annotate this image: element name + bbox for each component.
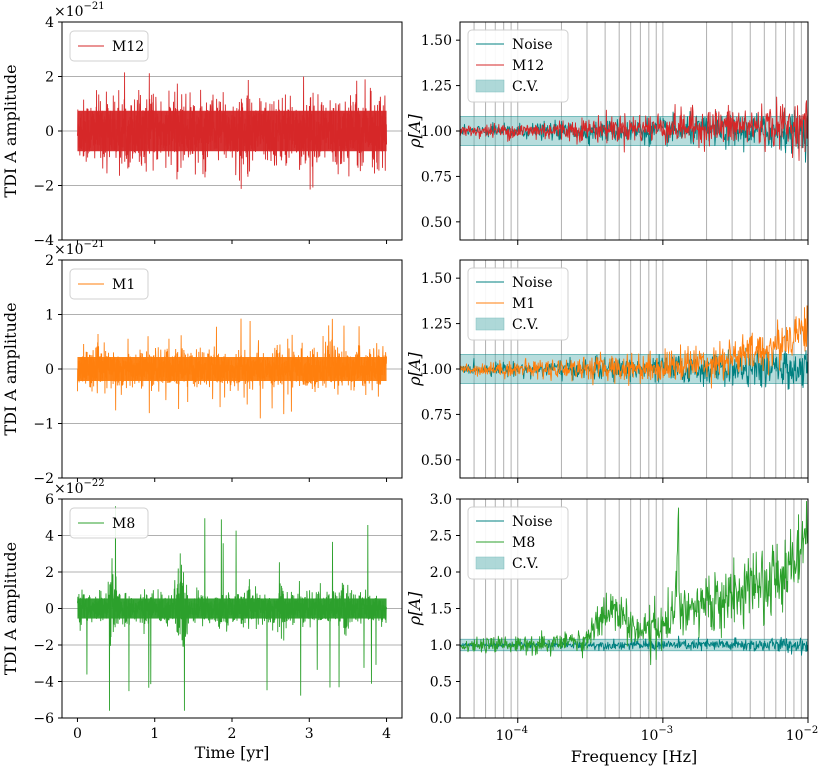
y-tick-label: 0: [45, 124, 54, 140]
x-tick-label: 0: [73, 726, 82, 742]
y-tick-label: 1.00: [421, 362, 452, 378]
y-tick-label: 4: [45, 15, 54, 31]
y-tick-label: 2.0: [430, 565, 452, 581]
y-tick-label: −6: [33, 711, 54, 727]
y-tick-label: 0.50: [421, 453, 452, 469]
panel-time-m1: −2 −1 0 1 2×10−21 TDI A amplitude M1: [1, 239, 403, 487]
y-tick-label: 2: [45, 565, 54, 581]
legend: M12: [69, 30, 149, 62]
y-tick-label: 2: [45, 70, 54, 86]
x-tick-label: 3: [305, 726, 314, 742]
series-core-band: [77, 357, 387, 381]
legend-label-cv: C.V.: [512, 317, 539, 333]
y-tick-label: 2: [45, 253, 54, 269]
y-tick-label: −2: [33, 179, 54, 195]
y-tick-label: 1.00: [421, 124, 452, 140]
y-tick-label: 0.5: [430, 675, 452, 691]
y-tick-label: −4: [33, 233, 54, 249]
panel-time-m8: −6 −4 −2 0 2 4 6 0 1 2 3 4 ×10−22 TDI A amplitude Time…: [1, 478, 403, 762]
legend-label-m12: M12: [512, 58, 544, 74]
y-axis-label: ρ[A]: [405, 591, 424, 626]
legend: M1: [69, 268, 149, 300]
legend: Noise M8 C.V.: [467, 506, 569, 580]
y-axis-label: TDI A amplitude: [1, 542, 20, 675]
y-tick-label: 0.0: [430, 711, 452, 727]
y-tick-label: −4: [33, 675, 54, 691]
y-tick-label: 6: [45, 492, 54, 508]
x-axis-label: Time [yr]: [195, 743, 270, 762]
legend: M8: [69, 507, 149, 539]
series-m8: [459, 500, 809, 666]
y-tick-label: 0.50: [421, 215, 452, 231]
x-tick-label: 10−3: [641, 725, 674, 744]
panel-freq-m8: 0.0 0.5 1.0 1.5 2.0 2.5 3.0 10−4 10−3 10−2 ρ[A] Fre…: [405, 492, 818, 766]
x-tick-label: 10−4: [495, 725, 528, 744]
y-axis-label: ρ[A]: [405, 352, 424, 387]
y-tick-label: −2: [33, 638, 54, 654]
y-tick-label: 1.0: [430, 638, 452, 654]
legend-label-m1: M1: [112, 277, 135, 293]
y-tick-label: 1.25: [421, 317, 452, 333]
x-tick-label: 10−2: [786, 725, 819, 744]
y-tick-label: 0.75: [421, 407, 452, 423]
y-tick-label: −1: [33, 417, 54, 433]
panel-freq-m1: 0.50 0.75 1.00 1.25 1.50 ρ[A] Noise M1 C.V.: [405, 259, 809, 483]
y-tick-label: 1.25: [421, 79, 452, 95]
y-tick-label: 1.50: [421, 33, 452, 49]
legend-patch-cv: [475, 79, 505, 93]
legend-box: [69, 507, 149, 539]
y-tick-label: 0.75: [421, 169, 452, 185]
series-noise: [459, 635, 809, 656]
x-tick-label: 2: [228, 726, 237, 742]
legend-label-cv: C.V.: [512, 556, 539, 572]
series-m12: [459, 96, 809, 161]
legend-label-noise: Noise: [512, 514, 553, 530]
legend-patch-cv: [475, 556, 505, 570]
y-tick-label: 3.0: [430, 492, 452, 508]
panel-time-m12: −4 −2 0 2 4×10−21 TDI A amplitude M12: [1, 1, 403, 249]
y-tick-label: −2: [33, 471, 54, 487]
series-core-band: [77, 110, 387, 152]
legend-label-m8: M8: [512, 535, 535, 551]
panel-freq-m12: 0.50 0.75 1.00 1.25 1.50 ρ[A] Noise M12 C.V.: [405, 21, 809, 245]
x-axis-label: Frequency [Hz]: [571, 747, 698, 766]
series-core-band: [77, 598, 387, 619]
y-tick-label: 0: [45, 362, 54, 378]
axis-multiplier: ×10−21: [54, 1, 105, 20]
legend-label-m1: M1: [512, 296, 535, 312]
y-tick-label: 0: [45, 602, 54, 618]
legend-label-m12: M12: [112, 39, 144, 55]
x-tick-label: 1: [150, 726, 159, 742]
legend: Noise M12 C.V.: [467, 29, 569, 103]
y-tick-label: 1.5: [430, 602, 452, 618]
legend-label-cv: C.V.: [512, 79, 539, 95]
legend-box: [69, 268, 149, 300]
y-tick-label: 1: [45, 308, 54, 324]
y-axis-label: TDI A amplitude: [1, 64, 20, 197]
axis-multiplier: ×10−21: [54, 239, 105, 258]
x-tick-label: 4: [382, 726, 391, 742]
y-axis-label: TDI A amplitude: [1, 302, 20, 435]
y-axis-label: ρ[A]: [405, 114, 424, 149]
legend-patch-cv: [475, 317, 505, 331]
axis-multiplier: ×10−22: [54, 478, 105, 497]
series-m1: [459, 305, 809, 389]
y-tick-label: 4: [45, 529, 54, 545]
legend-box: [69, 30, 149, 62]
y-tick-label: 2.5: [430, 529, 452, 545]
y-tick-label: 1.50: [421, 271, 452, 287]
legend-label-m8: M8: [112, 516, 135, 532]
legend-label-noise: Noise: [512, 275, 553, 291]
legend: Noise M1 C.V.: [467, 267, 569, 341]
legend-label-noise: Noise: [512, 37, 553, 53]
